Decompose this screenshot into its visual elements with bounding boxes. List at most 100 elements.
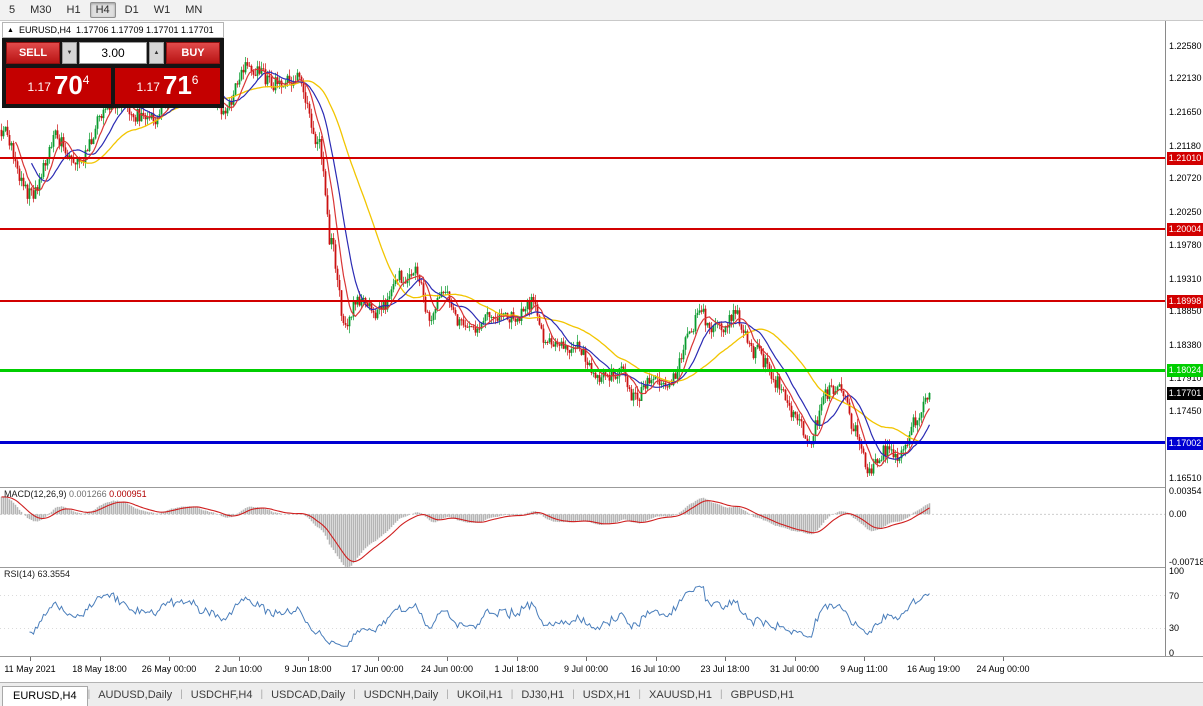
chart-symbol-header: ▲ EURUSD,H4 1.17706 1.17709 1.17701 1.17…: [2, 22, 224, 38]
chart-tab-usdx-h1[interactable]: USDX,H1: [582, 688, 631, 701]
time-axis-tick: [30, 657, 31, 661]
tab-separator: |: [446, 689, 449, 700]
tab-separator: |: [353, 689, 356, 700]
time-axis[interactable]: 11 May 2021 18 May 18:00 26 May 00:00 2 Jun…: [0, 657, 1203, 682]
down-candle-bodies: [0, 62, 929, 474]
macd-panel: [0, 488, 1165, 567]
timeframe-button-w1[interactable]: W1: [153, 4, 171, 16]
chart-macd-separator[interactable]: [0, 487, 1203, 488]
one-click-trading-panel: SELL ▼ ▲ BUY 1.17 70 4 1.17 71 6: [2, 38, 224, 108]
chart-tab-audusd-daily[interactable]: AUDUSD,Daily: [98, 688, 173, 701]
time-axis-label: 17 Jun 00:00: [351, 664, 404, 674]
price-axis[interactable]: 1.22580 1.22130 1.21650 1.21180 1.20720 1.202…: [1165, 21, 1203, 658]
rsi-panel: [0, 568, 1165, 656]
chart-symbol-label: EURUSD,H4: [18, 25, 71, 35]
chart-tab-xauusd-h1[interactable]: XAUUSD,H1: [649, 688, 712, 701]
rsi-indicator-title: RSI(14) 63.3554: [4, 569, 70, 579]
price-level-badge-1.18998: 1.18998: [1167, 294, 1203, 308]
current-price-badge: 1.17701: [1167, 387, 1203, 401]
price-axis-label: 1.20720: [1169, 173, 1202, 184]
lot-increase-button[interactable]: ▲: [149, 42, 164, 64]
chart-tab-gbpusd-h1[interactable]: GBPUSD,H1: [730, 688, 795, 701]
buy-price-display[interactable]: 1.17 71 6: [115, 68, 220, 104]
lot-size-input[interactable]: [79, 42, 147, 64]
timeframe-button-h1[interactable]: H1: [66, 4, 81, 16]
chart-tab-dj30-h1[interactable]: DJ30,H1: [521, 688, 565, 701]
chart-tab-usdchf-h4[interactable]: USDCHF,H4: [190, 688, 253, 701]
timeframe-button-5[interactable]: 5: [9, 4, 16, 16]
horizontal-level-line-1.18024[interactable]: [0, 368, 1165, 372]
rsi-name: RSI(14): [4, 569, 36, 579]
price-level-badge-1.17002: 1.17002: [1167, 436, 1203, 450]
price-level-badge-1.20004: 1.20004: [1167, 223, 1203, 237]
time-axis-label: 31 Jul 00:00: [769, 664, 820, 674]
rsi-axis-label: 0: [1169, 648, 1175, 658]
chart-ohlc-values: 1.17706 1.17709 1.17701 1.17701: [75, 25, 214, 35]
price-axis-label: 1.18380: [1169, 339, 1202, 350]
horizontal-level-line-1.20004[interactable]: [0, 228, 1165, 231]
sell-price-prefix: 1.17: [27, 80, 51, 94]
time-axis-tick: [794, 657, 796, 661]
time-axis-label: 16 Aug 19:00: [906, 664, 961, 674]
horizontal-level-line-1.17002[interactable]: [0, 441, 1165, 445]
time-axis-label: 9 Aug 11:00: [840, 664, 888, 674]
timeframe-button-d1[interactable]: D1: [124, 4, 139, 16]
price-level-badge-1.18024: 1.18024: [1167, 364, 1203, 378]
ma-red-line: [14, 68, 930, 467]
timeframe-button-mn[interactable]: MN: [185, 4, 203, 16]
time-axis-tick: [308, 657, 309, 661]
macd-rsi-separator[interactable]: [0, 567, 1203, 568]
chart-tab-usdcnh-daily[interactable]: USDCNH,Daily: [363, 688, 439, 701]
bid-ask-row: 1.17 70 4 1.17 71 6: [6, 68, 220, 104]
time-axis-label: 18 May 18:00: [72, 664, 127, 674]
chart-tabs-bar: EURUSD,H4 | AUDUSD,Daily | USDCHF,H4 | USDCAD,…: [0, 682, 1203, 706]
macd-main-value: 0.001266: [69, 489, 107, 499]
time-axis-label: 11 May 2021: [4, 664, 56, 674]
timeframe-toolbar: 5 M30 H1 H4 D1 W1 MN: [0, 0, 1203, 21]
horizontal-level-line-1.21010[interactable]: [0, 156, 1165, 159]
sell-button[interactable]: SELL: [6, 42, 60, 64]
buy-price-prefix: 1.17: [136, 80, 160, 94]
time-axis-label: 16 Jul 10:00: [630, 664, 681, 674]
time-axis-label: 24 Aug 00:00: [976, 664, 1030, 674]
chart-tab-eurusd-h4[interactable]: EURUSD,H4: [2, 685, 88, 706]
price-axis-label: 1.19310: [1169, 273, 1202, 284]
rsi-axis-label: 30: [1169, 623, 1180, 634]
horizontal-level-line-1.18998[interactable]: [0, 299, 1165, 302]
macd-axis-label: -0.00718: [1169, 556, 1203, 567]
rsi-chart: [0, 585, 1165, 647]
rsi-value: 63.3554: [37, 569, 71, 579]
rsi-axis-label: 100: [1169, 566, 1185, 576]
price-axis-label: 1.18850: [1169, 306, 1202, 317]
time-axis-tick: [447, 657, 448, 661]
timeframe-button-h4[interactable]: H4: [89, 2, 116, 18]
tab-separator: |: [719, 689, 723, 700]
price-axis-label: 1.22130: [1169, 72, 1202, 83]
tab-separator: |: [87, 689, 91, 700]
one-click-toggle-icon[interactable]: ▲: [7, 26, 14, 34]
macd-name: MACD(12,26,9): [4, 489, 67, 499]
sell-price-display[interactable]: 1.17 70 4: [6, 68, 111, 104]
time-axis-label: 23 Jul 18:00: [700, 664, 750, 674]
rsi-line: [29, 585, 930, 647]
time-axis-tick: [725, 657, 726, 661]
buy-button[interactable]: BUY: [166, 42, 220, 64]
time-axis-tick: [377, 657, 379, 661]
macd-chart: [0, 496, 1165, 567]
macd-axis-label: 0.00: [1169, 509, 1187, 520]
chart-tab-usdcad-daily[interactable]: USDCAD,Daily: [271, 688, 346, 701]
time-axis-tick: [238, 657, 240, 661]
lot-decrease-button[interactable]: ▼: [62, 42, 77, 64]
tab-separator: |: [180, 689, 183, 700]
price-axis-label: 1.22580: [1169, 40, 1202, 51]
ma-blue-line: [30, 71, 931, 460]
time-axis-tick: [1003, 657, 1004, 661]
price-axis-label: 1.17910: [1169, 373, 1202, 384]
macd-signal-value: 0.000951: [109, 489, 147, 499]
chart-tab-ukoil-h1[interactable]: UKOil,H1: [456, 688, 503, 701]
tab-separator: |: [638, 689, 642, 700]
timeframe-button-m30[interactable]: M30: [30, 4, 52, 16]
tab-separator: |: [260, 689, 264, 700]
ma-yellow-line: [79, 80, 930, 443]
